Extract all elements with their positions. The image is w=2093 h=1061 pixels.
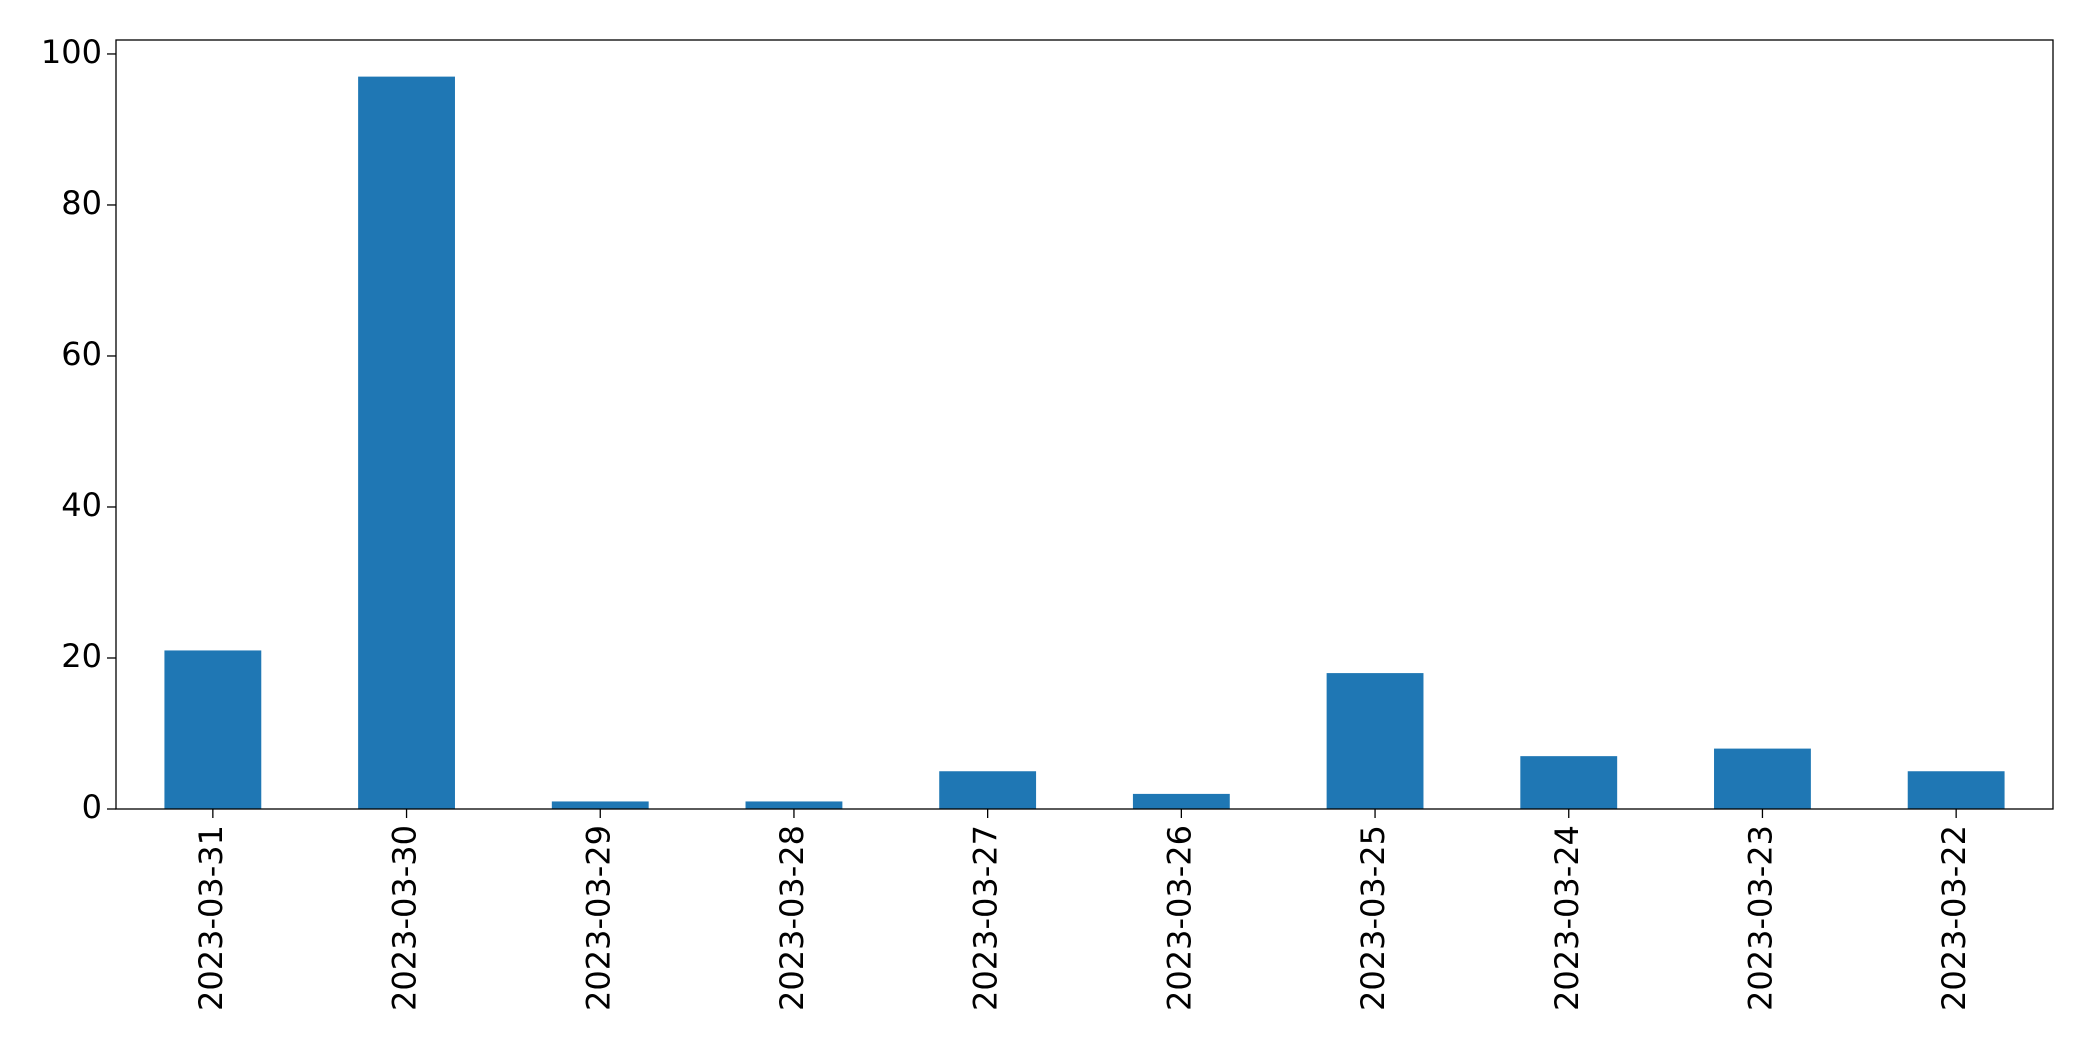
- bar: [1326, 673, 1424, 809]
- x-tick-label: 2023-03-23: [1741, 825, 1779, 1011]
- bar: [939, 771, 1037, 809]
- bar: [1907, 771, 2005, 809]
- y-tick-label: 0: [82, 788, 102, 826]
- bar: [164, 650, 262, 809]
- bar: [1714, 748, 1811, 809]
- plot-frame: [115, 39, 2054, 810]
- x-tick-label: 2023-03-27: [967, 825, 1005, 1011]
- y-tick-label: 60: [61, 335, 102, 373]
- bar: [1132, 793, 1230, 809]
- x-tick-label: 2023-03-22: [1935, 825, 1973, 1011]
- x-tick-label: 2023-03-24: [1548, 825, 1586, 1011]
- bar: [1520, 756, 1618, 809]
- x-tick-label: 2023-03-25: [1354, 825, 1392, 1011]
- bar: [745, 801, 843, 809]
- y-tick-label: 40: [61, 486, 102, 524]
- x-tick-label: 2023-03-29: [579, 825, 617, 1011]
- bar: [358, 76, 455, 810]
- y-tick-label: 100: [41, 33, 102, 71]
- y-tick-label: 20: [61, 637, 102, 675]
- bar: [551, 801, 649, 809]
- y-tick-label: 80: [61, 184, 102, 222]
- x-tick-label: 2023-03-31: [192, 825, 230, 1011]
- x-tick-label: 2023-03-28: [773, 825, 811, 1011]
- x-tick-label: 2023-03-30: [386, 825, 424, 1011]
- x-tick-label: 2023-03-26: [1160, 825, 1198, 1011]
